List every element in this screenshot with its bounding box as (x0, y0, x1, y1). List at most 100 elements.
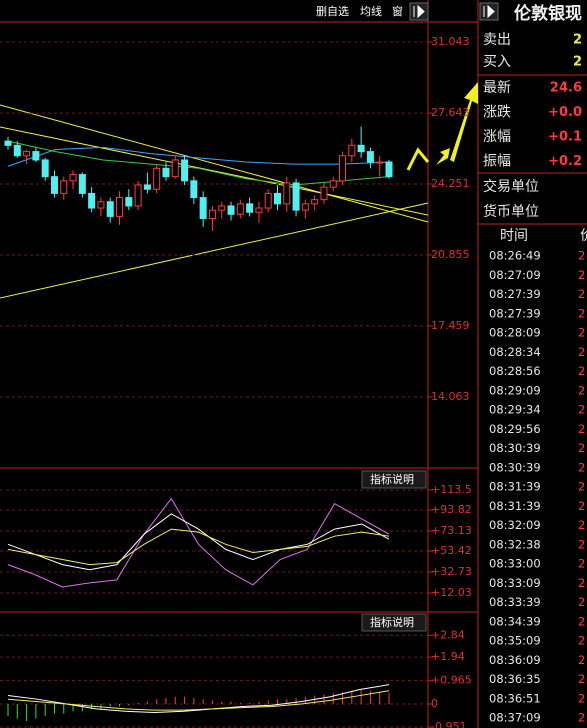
trade-time: 08:28:09 (489, 326, 541, 340)
candle-body (255, 207, 263, 213)
trade-price: 2 (578, 306, 585, 320)
y-tick-label: +113.5 (431, 483, 472, 496)
quote-value: 2 (573, 33, 582, 48)
candle-body (23, 151, 31, 157)
candle-body (78, 174, 86, 194)
candle-body (153, 167, 161, 190)
trade-time: 08:34:39 (489, 614, 541, 628)
candle-body (366, 151, 374, 163)
trade-time: 08:36:51 (489, 691, 541, 705)
trade-time: 08:30:39 (489, 460, 541, 474)
y-tick-label: +73.13 (431, 524, 472, 537)
trade-price: 2 (578, 499, 585, 513)
candle-body (218, 205, 226, 211)
trade-price: 2 (578, 422, 585, 436)
candle-body (283, 182, 291, 205)
trade-time: 08:31:39 (489, 480, 541, 494)
trade-price: 2 (578, 249, 585, 263)
candle-body (208, 209, 216, 219)
trend-line (0, 126, 429, 216)
y-tick-label: +2.84 (431, 628, 465, 641)
indicator-button[interactable]: 指标说明 (370, 615, 414, 629)
trade-time: 08:30:39 (489, 441, 541, 455)
trade-price: 2 (578, 711, 585, 725)
indicator-button[interactable]: 指标说明 (370, 472, 414, 486)
trade-price: 2 (578, 441, 585, 455)
trade-price: 2 (578, 614, 585, 628)
candle-body (116, 197, 124, 217)
expand-icon (413, 4, 425, 19)
indicator-button-box[interactable] (361, 613, 427, 632)
y-tick-label: 20.855 (431, 248, 470, 261)
trade-price: 2 (578, 326, 585, 340)
trade-price: 2 (578, 576, 585, 590)
quote-label: 最新 (483, 80, 511, 96)
y-tick-label: 14.063 (431, 390, 470, 403)
trade-time: 08:29:09 (489, 383, 541, 397)
candle-body (357, 144, 365, 153)
candle-body (227, 205, 235, 215)
trade-price: 2 (578, 691, 585, 705)
quote-label: 买入 (483, 54, 511, 70)
trade-time: 08:27:09 (489, 268, 541, 282)
trade-price: 2 (578, 364, 585, 378)
toolbar-button[interactable]: 均线 (360, 4, 382, 18)
candle-body (143, 184, 151, 190)
trade-price: 2 (578, 653, 585, 667)
info-label: 交易单位 (483, 178, 539, 195)
trade-price: 2 (578, 595, 585, 609)
trade-time: 08:28:34 (489, 345, 541, 359)
instrument-title: 伦敦银现 (514, 3, 582, 24)
quote-label: 卖出 (483, 32, 511, 48)
trade-price: 2 (578, 480, 585, 494)
trade-time: 08:27:39 (489, 287, 541, 301)
trade-time: 08:35:09 (489, 634, 541, 648)
arrow (436, 148, 450, 165)
y-tick-label: +32.73 (431, 565, 472, 578)
candle-body (181, 159, 189, 182)
y-tick-label: +1.94 (431, 650, 465, 663)
candle-body (88, 192, 96, 209)
trade-time: 08:36:35 (489, 672, 541, 686)
candle-body (69, 174, 77, 182)
candle-body (106, 201, 114, 217)
candle-body (13, 144, 21, 157)
candle-body (32, 151, 40, 161)
indicator-line (7, 497, 390, 588)
quote-label: 涨跌 (483, 105, 511, 121)
trade-price: 2 (578, 460, 585, 474)
trade-time: 08:29:34 (489, 403, 541, 417)
quote-value: +0.2 (548, 154, 582, 169)
trade-time: 08:33:00 (489, 557, 541, 571)
trade-time: 08:28:56 (489, 364, 541, 378)
trade-time: 08:29:56 (489, 422, 541, 436)
y-tick-label: 24.251 (431, 177, 470, 190)
y-tick-label: 17.459 (431, 319, 470, 332)
y-tick-label: +53.42 (431, 544, 472, 557)
toolbar-button[interactable]: 窗 (392, 4, 403, 18)
y-tick-label: +0.965 (431, 674, 472, 687)
candle-body (60, 180, 68, 194)
indicator-button-box[interactable] (361, 470, 427, 489)
indicator-line (7, 528, 390, 566)
y-tick-label: 0 (431, 697, 438, 710)
arrow (450, 82, 478, 162)
trade-price: 2 (578, 403, 585, 417)
candle-body (301, 203, 309, 211)
trade-price: 2 (578, 537, 585, 551)
y-tick-label: 31.043 (431, 35, 470, 48)
table-header: 价 (580, 228, 587, 244)
candle-body (41, 159, 49, 178)
trade-price: 2 (578, 287, 585, 301)
arrow (406, 147, 430, 171)
trade-time: 08:31:39 (489, 499, 541, 513)
candle-body (264, 192, 272, 209)
indicator-line (7, 690, 390, 711)
trade-time: 08:37:09 (489, 711, 541, 725)
candle-body (162, 167, 170, 178)
trade-time: 08:27:39 (489, 306, 541, 320)
toolbar-button[interactable]: 删自选 (316, 5, 349, 18)
trend-line (0, 202, 429, 299)
y-tick-label: +12.03 (431, 586, 472, 599)
indicator-line (7, 146, 390, 167)
